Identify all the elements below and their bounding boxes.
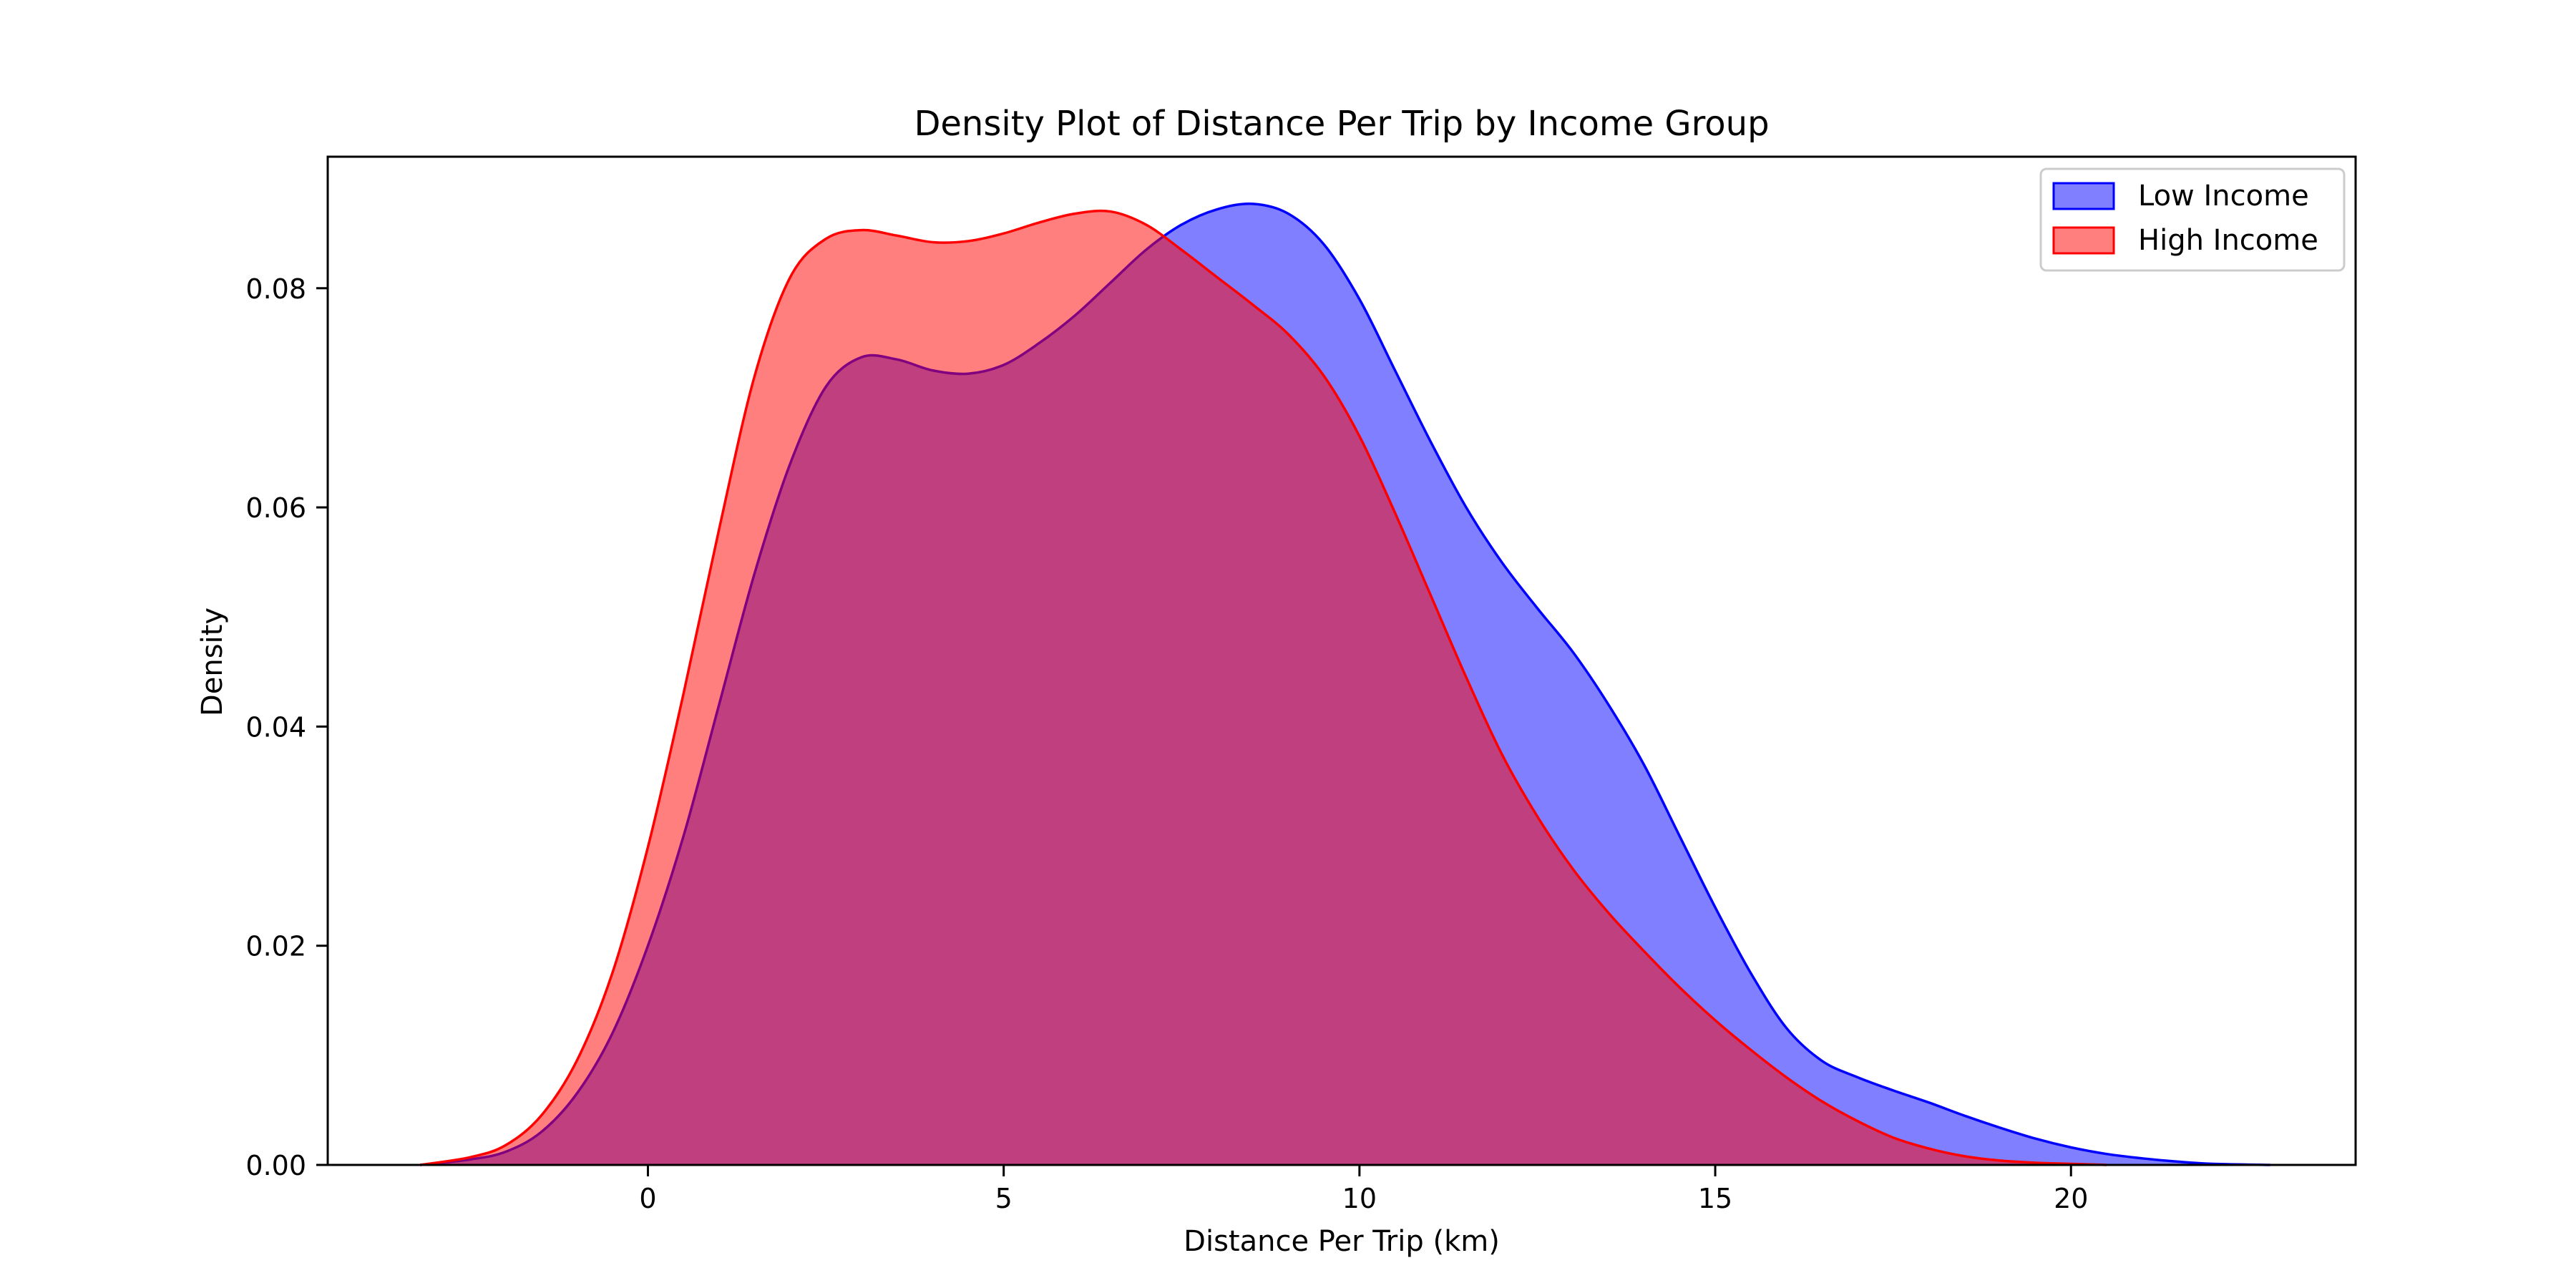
legend-label-low-income: Low Income [2138,180,2309,213]
y-tick-label: 0.08 [245,273,306,305]
chart-title: Density Plot of Distance Per Trip by Inc… [914,104,1769,144]
plot-frame [326,155,2357,1166]
y-axis: 0.00 0.02 0.04 0.06 0.08 [245,273,328,1181]
x-tick-label: 0 [639,1183,656,1214]
legend-swatch-low-income [2052,182,2115,210]
x-tick-label: 10 [1342,1183,1377,1214]
x-tick-label: 5 [995,1183,1013,1214]
y-tick-label: 0.00 [245,1150,306,1181]
y-tick-label: 0.04 [245,711,306,743]
x-axis-label: Distance Per Trip (km) [1184,1225,1500,1258]
y-tick-label: 0.02 [245,931,306,962]
density-line-high-income [420,209,2107,1166]
legend-label-high-income: High Income [2138,224,2318,257]
legend: Low Income High Income [2039,167,2346,272]
y-axis-label: Density [196,608,229,716]
density-area-high-income [420,210,2107,1165]
y-tick-label: 0.06 [245,492,306,524]
legend-box [2039,167,2346,272]
plot-area [420,202,2270,1166]
legend-swatch-high-income [2052,226,2115,255]
x-axis: 0 5 10 15 20 [639,1165,2088,1214]
x-tick-label: 20 [2054,1183,2088,1214]
x-tick-label: 15 [1698,1183,1732,1214]
